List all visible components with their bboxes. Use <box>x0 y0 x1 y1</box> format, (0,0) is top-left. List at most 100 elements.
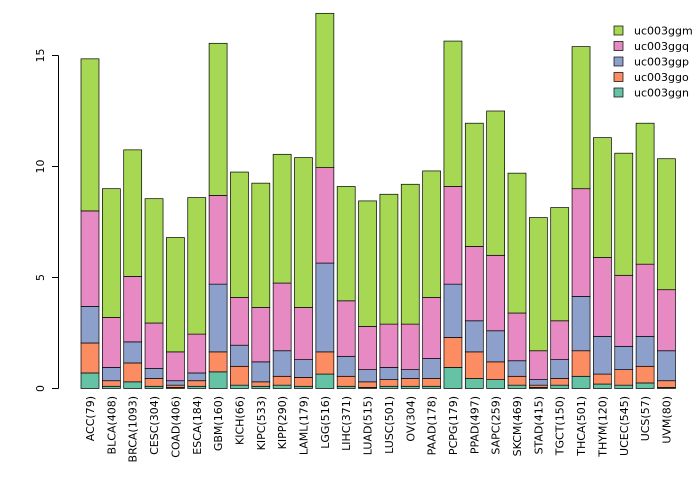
x-tick-label: TGCT(150) <box>554 396 567 456</box>
bar-segment-uc003ggm <box>528 217 548 352</box>
bar-segment-uc003ggm <box>486 110 505 256</box>
y-tick-label: 0 <box>34 385 47 392</box>
y-axis: 0 5 10 15 <box>34 49 59 392</box>
bar-segment-uc003ggp <box>657 350 676 382</box>
legend-label-uc003ggq: uc003ggq <box>634 40 689 53</box>
bar-segment-uc003ggq <box>528 350 548 380</box>
bar-segment-uc003ggp <box>358 369 377 383</box>
x-tick-label: BLCA(408) <box>105 396 118 454</box>
bar-segment-uc003ggp <box>187 372 207 382</box>
legend-label-uc003ggp: uc003ggp <box>634 56 689 69</box>
x-tick-label: ESCA(184) <box>191 396 204 455</box>
bar-segment-uc003ggo <box>187 380 207 387</box>
bar-segment-uc003ggn <box>507 384 527 389</box>
bar-segment-uc003ggq <box>358 325 377 370</box>
bar-segment-uc003ggn <box>464 378 484 389</box>
bar-segment-uc003ggo <box>635 365 655 384</box>
bar-segment-uc003ggm <box>144 198 164 324</box>
bar-segment-uc003ggm <box>251 182 271 308</box>
bar-segment-uc003ggp <box>443 283 463 338</box>
bar-segment-uc003ggn <box>635 382 655 389</box>
bar-segment-uc003ggp <box>251 361 271 383</box>
bar-segment-uc003ggq <box>635 263 655 337</box>
bar-segment-uc003ggp <box>208 283 228 353</box>
bar-segment-uc003ggo <box>144 378 164 387</box>
x-tick-label: BRCA(1093) <box>127 396 140 462</box>
bar-segment-uc003ggp <box>80 306 100 344</box>
bar-segment-uc003ggq <box>144 322 164 369</box>
bar-segment-uc003ggo <box>251 381 271 387</box>
bar-segment-uc003ggo <box>294 377 313 387</box>
bar-segment-uc003ggm <box>443 40 463 187</box>
bar-segment-uc003ggm <box>657 158 676 291</box>
bar-segment-uc003ggq <box>464 246 484 322</box>
bar-segment-uc003ggm <box>507 172 527 314</box>
bar-segment-uc003ggo <box>400 378 420 387</box>
bar-segment-uc003ggm <box>166 237 185 353</box>
bar-segment-uc003ggq <box>208 195 228 285</box>
x-tick-label: LUSC(501) <box>383 396 396 454</box>
x-tick-label: KIPP(290) <box>276 396 289 449</box>
x-tick-label: PCPG(179) <box>447 396 460 455</box>
bar-segment-uc003ggo <box>422 378 441 387</box>
legend-swatch-uc003ggp <box>613 56 624 67</box>
legend-label-uc003ggo: uc003ggo <box>634 71 689 84</box>
bar-segment-uc003ggo <box>358 381 377 388</box>
x-tick-label: OV(304) <box>404 396 417 442</box>
bar-segment-uc003ggn <box>486 379 505 389</box>
bar-segment-uc003ggq <box>571 188 591 297</box>
bar-segment-uc003ggn <box>315 373 335 389</box>
bar-segment-uc003ggm <box>571 46 591 190</box>
legend-swatch-uc003ggm <box>613 25 624 36</box>
bar-segment-uc003ggq <box>272 282 292 352</box>
bar-segment-uc003ggo <box>230 365 249 386</box>
bar-segment-uc003ggn <box>208 371 228 389</box>
bar-segment-uc003ggq <box>294 307 313 360</box>
bar-segment-uc003ggp <box>294 359 313 378</box>
bar-segment-uc003ggp <box>464 320 484 353</box>
bar-segment-uc003ggn <box>123 381 143 389</box>
legend-swatch-uc003ggo <box>613 72 624 82</box>
x-tick-label: LGG(516) <box>319 396 332 449</box>
x-tick-label: GBM(160) <box>212 396 225 451</box>
bar-segment-uc003ggo <box>614 369 634 386</box>
bar-segment-uc003ggm <box>208 42 228 196</box>
bar-segment-uc003ggm <box>80 58 100 212</box>
bar-segment-uc003ggo <box>101 380 121 387</box>
bar-segment-uc003ggn <box>593 383 612 389</box>
x-tick-label: UCS(57) <box>639 396 652 441</box>
bar-segment-uc003ggo <box>443 337 463 368</box>
bar-segment-uc003ggm <box>187 197 207 335</box>
bar-segment-uc003ggp <box>528 379 548 386</box>
bar-segment-uc003ggq <box>123 276 143 343</box>
bar-segment-uc003ggo <box>208 351 228 373</box>
bar-segment-uc003ggm <box>123 149 143 277</box>
bar-segment-uc003ggq <box>230 297 249 346</box>
bar-segment-uc003ggo <box>571 350 591 377</box>
x-tick-label: THYM(120) <box>596 396 609 458</box>
bar-segment-uc003ggo <box>593 373 612 385</box>
bar-segment-uc003ggp <box>272 350 292 377</box>
bar-segment-uc003ggn <box>80 372 100 389</box>
legend-swatch-uc003ggq <box>613 41 624 51</box>
bar-segment-uc003ggq <box>315 167 335 264</box>
bar-segment-uc003ggn <box>571 375 591 389</box>
bar-segment-uc003ggo <box>80 342 100 374</box>
bar-segment-uc003ggp <box>336 355 356 377</box>
bar-segment-uc003ggq <box>251 307 271 363</box>
x-tick-label: SKCM(469) <box>511 396 524 456</box>
bar-segment-uc003ggm <box>464 122 484 247</box>
bar-segment-uc003ggm <box>336 186 356 302</box>
bar-segment-uc003ggp <box>379 367 399 380</box>
x-tick-label: PPAD(497) <box>468 396 481 454</box>
bar-segment-uc003ggp <box>400 369 420 379</box>
bar-segment-uc003ggp <box>230 344 249 367</box>
bar-segment-uc003ggp <box>635 335 655 367</box>
bar-segment-uc003ggp <box>144 368 164 379</box>
bar-segment-uc003ggm <box>315 12 335 168</box>
bar-segment-uc003ggn <box>614 384 634 389</box>
y-tick-label: 5 <box>34 274 47 281</box>
bar-segment-uc003ggo <box>464 351 484 379</box>
